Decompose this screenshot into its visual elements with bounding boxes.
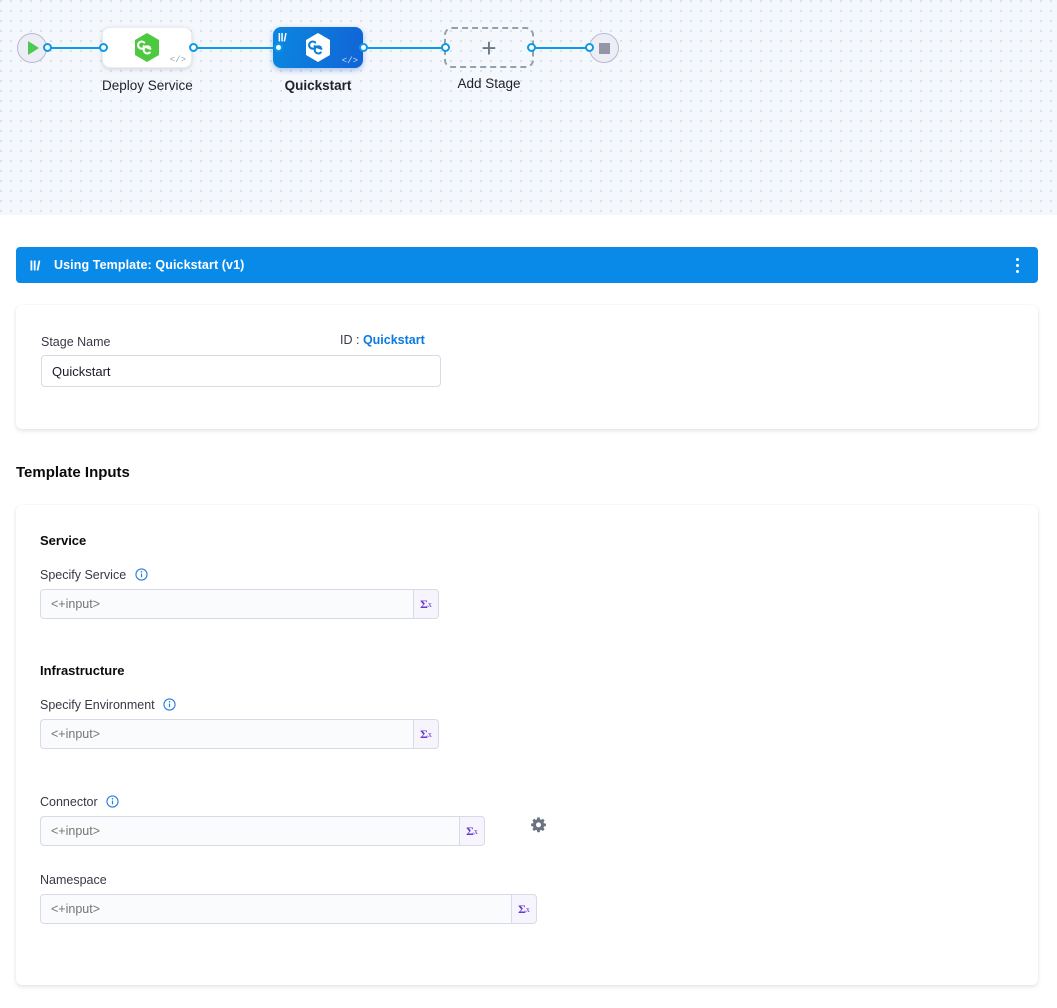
plus-icon: + (481, 32, 497, 63)
stage-id-prefix: ID : (340, 333, 360, 347)
field-specify-environment[interactable]: Σx (40, 719, 439, 749)
template-inputs-card: Service Specify Service Σx Infrastructur… (16, 505, 1038, 985)
namespace-input[interactable] (40, 894, 511, 924)
field-namespace[interactable]: Σx (40, 894, 537, 924)
field-label-specify-service: Specify Service (40, 566, 148, 586)
port-add-out[interactable] (527, 43, 536, 52)
info-icon[interactable] (134, 568, 148, 586)
end-node[interactable] (589, 33, 619, 63)
template-icon (30, 259, 43, 272)
field-label-specify-environment: Specify Environment (40, 696, 176, 716)
stage-label-add-stage: Add Stage (457, 76, 521, 91)
info-icon[interactable] (163, 698, 176, 716)
port-deploy-in[interactable] (99, 43, 108, 52)
using-template-banner: Using Template: Quickstart (v1) (16, 247, 1038, 283)
port-end-in[interactable] (585, 43, 594, 52)
pipeline-canvas[interactable]: </> Deploy Service </> Quickstart + Add … (0, 0, 1057, 215)
edge-quickstart-add (363, 47, 445, 49)
field-label-namespace: Namespace (40, 873, 107, 887)
field-specify-service[interactable]: Σx (40, 589, 439, 619)
harness-hex-green-icon (135, 33, 159, 62)
section-heading-infrastructure: Infrastructure (40, 663, 125, 678)
stage-node-deploy-service[interactable]: </> (102, 27, 192, 68)
harness-hex-white-icon (306, 33, 330, 62)
edge-deploy-quickstart (193, 47, 278, 49)
start-node[interactable] (17, 33, 47, 63)
template-inputs-title: Template Inputs (16, 464, 130, 481)
using-template-label: Using Template: Quickstart (v1) (54, 258, 245, 272)
port-quickstart-out[interactable] (359, 43, 368, 52)
field-label-connector: Connector (40, 793, 119, 813)
specify-service-input[interactable] (40, 589, 413, 619)
more-vertical-icon[interactable] (1006, 254, 1028, 276)
port-add-in[interactable] (441, 43, 450, 52)
stage-details-card: Stage Name ID : Quickstart (16, 305, 1038, 429)
stage-node-quickstart[interactable]: </> (273, 27, 363, 68)
specify-environment-input[interactable] (40, 719, 413, 749)
port-deploy-out[interactable] (189, 43, 198, 52)
stage-id-display: ID : Quickstart (340, 333, 425, 347)
stage-label-deploy-service: Deploy Service (102, 78, 193, 93)
stage-label-quickstart: Quickstart (284, 78, 352, 93)
port-start-out[interactable] (43, 43, 52, 52)
code-icon: </> (341, 56, 358, 66)
add-stage-button[interactable]: + (444, 27, 534, 68)
gear-icon[interactable] (529, 816, 548, 840)
template-icon (278, 30, 289, 48)
stage-name-label: Stage Name (41, 335, 111, 349)
section-heading-service: Service (40, 533, 87, 548)
stage-name-input[interactable] (41, 355, 441, 387)
stage-id-value[interactable]: Quickstart (362, 333, 425, 347)
info-icon[interactable] (106, 795, 119, 813)
edge-start-deploy (47, 47, 104, 49)
play-icon (28, 41, 39, 55)
port-quickstart-in[interactable] (274, 43, 283, 52)
code-icon: </> (169, 55, 186, 65)
edge-add-end (531, 47, 589, 49)
stop-icon (598, 42, 610, 54)
field-connector[interactable]: Σx (40, 816, 485, 846)
connector-input[interactable] (40, 816, 459, 846)
